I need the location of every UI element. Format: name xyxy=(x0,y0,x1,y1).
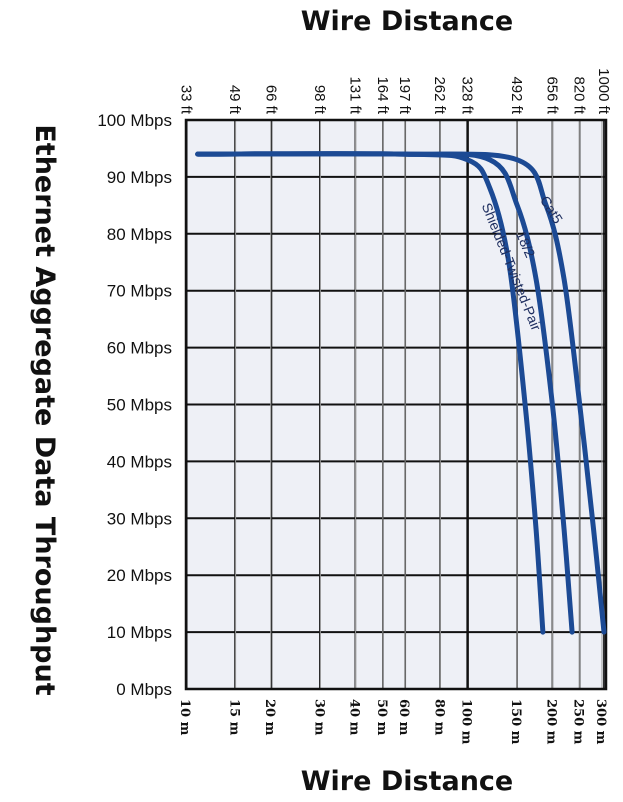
x-tick-label-ft: 328 ft xyxy=(459,76,476,114)
y-tick-label: 90 Mbps xyxy=(107,168,172,187)
x-tick-label-m: 300 m xyxy=(593,699,608,745)
y-tick-label: 70 Mbps xyxy=(107,282,172,301)
x-tick-label-ft: 131 ft xyxy=(346,76,363,114)
x-tick-label-ft: 262 ft xyxy=(431,76,448,114)
x-tick-label-ft: 492 ft xyxy=(508,76,525,114)
x-tick-label-ft: 1000 ft xyxy=(595,68,612,115)
x-tick-label-m: 150 m xyxy=(508,699,523,745)
x-tick-label-ft: 98 ft xyxy=(311,85,328,115)
x-tick-label-m: 200 m xyxy=(543,699,558,745)
y-tick-label: 50 Mbps xyxy=(107,396,172,415)
plot-border xyxy=(184,118,608,691)
x-tick-label-m: 100 m xyxy=(459,699,474,745)
y-tick-label: 10 Mbps xyxy=(107,623,172,642)
y-tick-label: 100 Mbps xyxy=(97,111,172,130)
x-tick-label-m: 10 m xyxy=(177,699,192,736)
y-tick-label: 80 Mbps xyxy=(107,225,172,244)
x-tick-label-ft: 49 ft xyxy=(226,85,243,115)
x-tick-label-ft: 197 ft xyxy=(396,76,413,114)
y-tick-label: 40 Mbps xyxy=(107,452,172,471)
y-tick-label: 0 Mbps xyxy=(116,680,172,699)
series-line xyxy=(195,151,607,635)
plot-area: 0 Mbps 10 Mbps 20 Mbps 30 Mbps 40 Mbps 50 Mbp… xyxy=(97,68,612,745)
x-tick-label-ft: 164 ft xyxy=(374,76,391,114)
x-tick-label-m: 15 m xyxy=(227,699,242,736)
x-tick-label-m: 60 m xyxy=(396,699,411,736)
y-tick-label: 60 Mbps xyxy=(107,339,172,358)
chart-title-bottom: Wire Distance xyxy=(301,766,513,797)
x-tick-label-ft: 656 ft xyxy=(543,76,560,114)
x-tick-label-m: 30 m xyxy=(311,699,326,736)
chart-title-top: Wire Distance xyxy=(301,6,513,37)
x-tick-label-m: 250 m xyxy=(571,699,586,745)
y-tick-label: 30 Mbps xyxy=(107,509,172,528)
y-tick-label: 20 Mbps xyxy=(107,566,172,585)
x-tick-label-m: 50 m xyxy=(374,699,389,736)
x-tick-label-m: 80 m xyxy=(431,699,446,736)
x-tick-label-m: 20 m xyxy=(262,699,277,736)
x-tick-label-m: 40 m xyxy=(347,699,362,736)
x-tick-label-ft: 66 ft xyxy=(262,85,279,115)
x-tick-label-ft: 820 ft xyxy=(571,76,588,114)
x-tick-label-ft: 33 ft xyxy=(178,85,195,115)
y-axis-title: Ethernet Aggregate Data Throughput xyxy=(29,124,60,695)
